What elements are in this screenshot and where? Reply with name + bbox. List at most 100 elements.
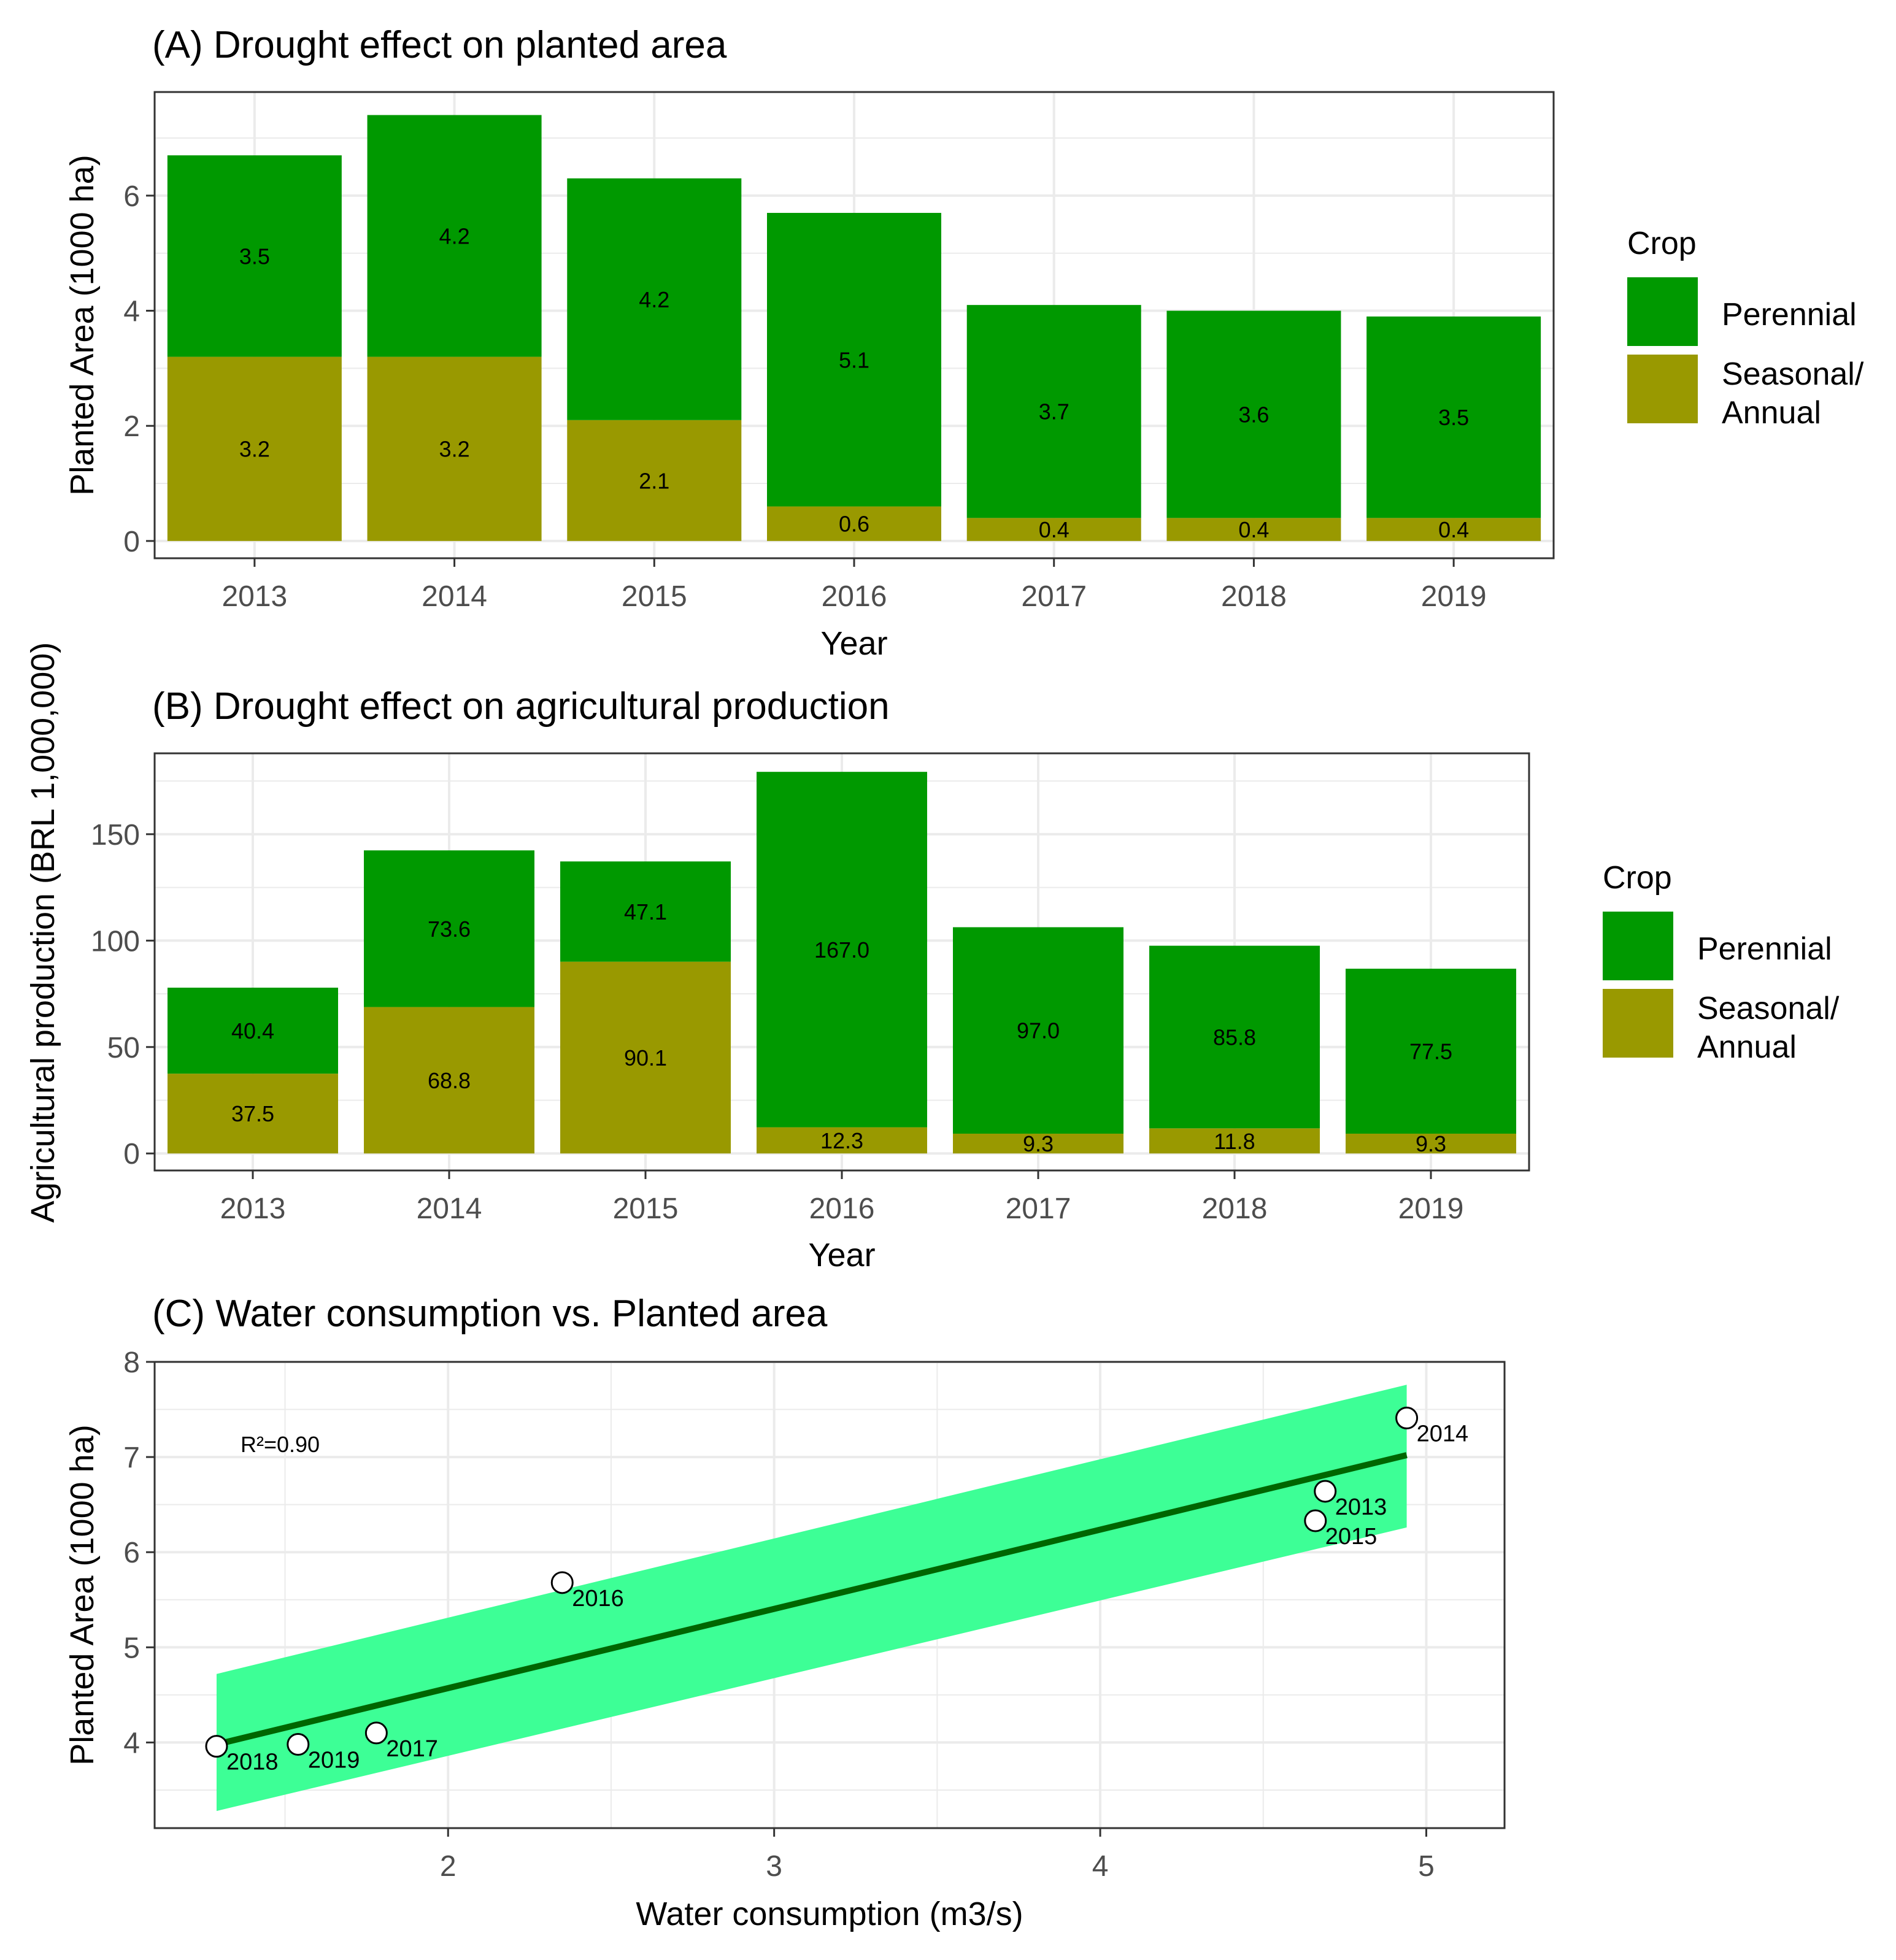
x-tick-label: 2015 bbox=[613, 1193, 679, 1225]
bar-label-seasonal: 0.4 bbox=[1438, 517, 1469, 542]
panel-a-legend-key-seasonal bbox=[1627, 355, 1698, 423]
y-tick-label: 150 bbox=[91, 819, 140, 851]
bar-seasonal-2019 bbox=[1366, 518, 1541, 541]
panel-a-x-ticks: 2013 2014 2015 2016 2017 2018 2019 bbox=[222, 558, 1487, 613]
bar-label-seasonal: 37.5 bbox=[231, 1101, 274, 1126]
bar-label-seasonal: 0.6 bbox=[839, 512, 869, 537]
panel-b-legend: Crop Perennial Seasonal/ Annual bbox=[1603, 860, 1840, 1065]
x-tick-label: 2018 bbox=[1202, 1193, 1268, 1225]
bar-label-seasonal: 12.3 bbox=[820, 1128, 863, 1153]
bar-label-seasonal: 9.3 bbox=[1416, 1131, 1446, 1156]
panel-c-title: (C) Water consumption vs. Planted area bbox=[152, 1293, 828, 1335]
x-tick-label: 2014 bbox=[422, 580, 487, 613]
bar-label-perennial: 3.6 bbox=[1238, 402, 1269, 427]
y-tick-label: 6 bbox=[123, 180, 140, 213]
x-tick-label: 2019 bbox=[1421, 580, 1487, 613]
data-point-2018 bbox=[205, 1735, 228, 1758]
bar-perennial-2018 bbox=[1149, 945, 1320, 1129]
bar-label-perennial: 77.5 bbox=[1409, 1039, 1452, 1064]
x-tick-label: 2018 bbox=[1221, 580, 1287, 613]
panel-a-legend-title: Crop bbox=[1627, 226, 1697, 261]
point-label: 2013 bbox=[1335, 1494, 1387, 1520]
panel-b-y-ticks: 0 50 100 150 bbox=[91, 819, 155, 1170]
panel-a: (A) Drought effect on planted area 3.23.… bbox=[64, 24, 1864, 662]
bar-perennial-2017 bbox=[953, 927, 1123, 1134]
r-squared-annotation: R²=0.90 bbox=[241, 1432, 320, 1457]
bar-label-seasonal: 11.8 bbox=[1214, 1129, 1255, 1154]
y-tick-label: 8 bbox=[123, 1347, 140, 1379]
panel-a-legend-key-perennial bbox=[1627, 277, 1698, 346]
panel-b-bar-labels: 37.5 40.4 68.8 73.6 90.1 47.1 12.3 167.0 9.3 97.0… bbox=[231, 899, 1452, 1156]
panel-c: (C) Water consumption vs. Planted area 2… bbox=[64, 1293, 1506, 1932]
panel-c-x-axis-title: Water consumption (m3/s) bbox=[636, 1896, 1023, 1932]
panel-a-bars bbox=[167, 115, 1541, 541]
y-tick-label: 2 bbox=[123, 410, 140, 443]
point-label: 2019 bbox=[308, 1748, 360, 1774]
panel-a-y-ticks: 0 2 4 6 bbox=[123, 180, 155, 558]
bar-label-seasonal: 90.1 bbox=[624, 1045, 667, 1070]
bar-label-perennial: 73.6 bbox=[428, 917, 471, 942]
panel-b-legend-key-seasonal bbox=[1603, 989, 1673, 1058]
panel-a-bar-labels: 3.2 3.5 3.2 4.2 2.1 4.2 0.6 5.1 0.4 3.7 0.4 3.6 0.4 3… bbox=[239, 224, 1469, 543]
data-point-2014 bbox=[1395, 1407, 1419, 1430]
bar-seasonal-2013 bbox=[168, 1074, 338, 1154]
y-tick-label: 4 bbox=[123, 296, 140, 328]
y-tick-label: 5 bbox=[123, 1632, 140, 1664]
panel-c-points: 2013 2014 2015 2016 2017 2018 2019 bbox=[205, 1407, 1469, 1775]
panel-a-legend: Crop Perennial Seasonal/ Annual bbox=[1627, 226, 1864, 431]
point-label: 2014 bbox=[1417, 1421, 1469, 1447]
bar-label-perennial: 85.8 bbox=[1213, 1024, 1256, 1050]
bar-perennial-2016 bbox=[757, 772, 927, 1128]
panel-c-y-ticks: 4 5 6 7 8 bbox=[123, 1347, 155, 1759]
panel-b-title: (B) Drought effect on agricultural produ… bbox=[152, 685, 890, 728]
x-tick-label: 2016 bbox=[822, 580, 887, 613]
point-label: 2017 bbox=[386, 1736, 438, 1762]
panel-b-legend-title: Crop bbox=[1603, 860, 1672, 896]
bar-label-seasonal: 0.4 bbox=[1039, 517, 1069, 542]
bar-label-perennial: 167.0 bbox=[814, 937, 869, 963]
bar-perennial-2014 bbox=[367, 115, 542, 357]
bar-seasonal-2014 bbox=[364, 1007, 534, 1154]
panel-c-x-ticks: 2 3 4 5 bbox=[440, 1828, 1435, 1883]
panel-b: (B) Drought effect on agricultural produ… bbox=[25, 642, 1840, 1274]
data-point-2013 bbox=[1314, 1480, 1337, 1503]
y-tick-label: 6 bbox=[123, 1537, 140, 1569]
data-point-2017 bbox=[364, 1721, 388, 1745]
panel-a-legend-label-seasonal-2: Annual bbox=[1722, 395, 1821, 431]
panel-b-bars bbox=[168, 772, 1516, 1154]
bar-perennial-2014 bbox=[364, 850, 534, 1007]
panel-a-x-axis-title: Year bbox=[820, 625, 887, 662]
data-point-2015 bbox=[1304, 1509, 1327, 1532]
bar-perennial-2016 bbox=[767, 213, 941, 507]
panel-b-x-axis-title: Year bbox=[808, 1237, 875, 1274]
panel-b-y-axis-title: Agricultural production (BRL 1,000,000) bbox=[25, 642, 61, 1223]
data-point-2016 bbox=[550, 1571, 574, 1594]
point-label: 2018 bbox=[226, 1750, 279, 1775]
bar-seasonal-2019 bbox=[1346, 1133, 1516, 1154]
bar-seasonal-2018 bbox=[1166, 518, 1341, 541]
bar-seasonal-2013 bbox=[167, 356, 342, 541]
bar-label-seasonal: 3.2 bbox=[239, 437, 270, 462]
x-tick-label: 2 bbox=[440, 1850, 457, 1883]
point-label: 2016 bbox=[572, 1586, 624, 1612]
y-tick-label: 0 bbox=[123, 526, 140, 558]
panel-a-y-axis-title: Planted Area (1000 ha) bbox=[64, 155, 101, 495]
bar-label-perennial: 3.5 bbox=[1438, 405, 1469, 430]
x-tick-label: 2016 bbox=[809, 1193, 875, 1225]
bar-label-perennial: 4.2 bbox=[639, 287, 669, 312]
bar-perennial-2019 bbox=[1366, 316, 1541, 518]
y-tick-label: 4 bbox=[123, 1727, 140, 1759]
panel-b-legend-label-seasonal-2: Annual bbox=[1697, 1029, 1797, 1065]
bar-perennial-2017 bbox=[966, 305, 1141, 518]
y-tick-label: 7 bbox=[123, 1442, 140, 1474]
bar-label-perennial: 3.7 bbox=[1039, 399, 1069, 425]
bar-label-seasonal: 9.3 bbox=[1023, 1131, 1054, 1156]
bar-perennial-2015 bbox=[567, 178, 742, 420]
panel-b-legend-key-perennial bbox=[1603, 912, 1673, 980]
bar-seasonal-2014 bbox=[367, 356, 542, 541]
x-tick-label: 5 bbox=[1418, 1850, 1435, 1883]
x-tick-label: 2015 bbox=[622, 580, 687, 613]
x-tick-label: 2013 bbox=[220, 1193, 286, 1225]
bar-label-perennial: 4.2 bbox=[439, 224, 470, 249]
